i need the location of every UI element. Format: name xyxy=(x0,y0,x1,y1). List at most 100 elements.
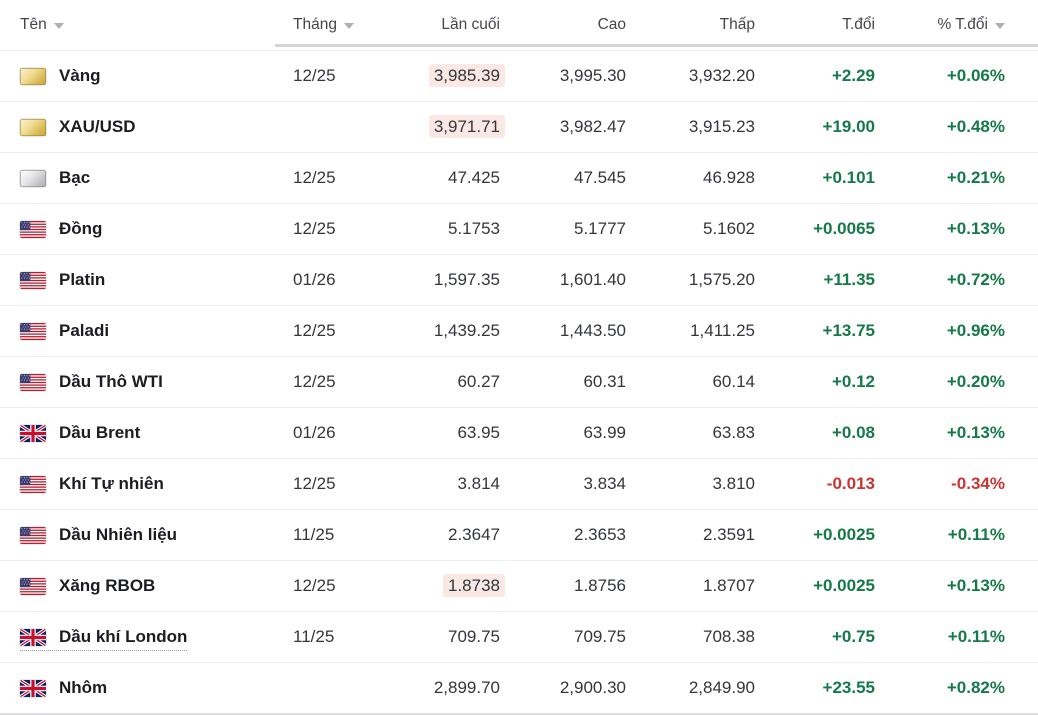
contract-month: 12/25 xyxy=(293,219,336,238)
last-price: 1,439.25 xyxy=(433,321,500,340)
high-price: 63.99 xyxy=(583,423,626,442)
contract-month: 12/25 xyxy=(293,168,336,187)
contract-month: 12/25 xyxy=(293,576,336,595)
table-row[interactable]: Dầu Nhiên liệu 11/25 2.3647 2.3653 2.359… xyxy=(0,509,1038,560)
table-header: Tên Tháng Lần cuối Cao Thấp T.đổi % T.đổ… xyxy=(0,0,1038,50)
column-header-low[interactable]: Thấp xyxy=(626,16,755,34)
table-row[interactable]: XAU/USD 3,971.71 3,982.47 3,915.23 +19.0… xyxy=(0,101,1038,152)
instrument-link[interactable]: Dầu Brent xyxy=(59,423,141,442)
contract-month: 12/25 xyxy=(293,66,336,85)
table-row[interactable]: Dầu Brent 01/26 63.95 63.99 63.83 +0.08 … xyxy=(0,407,1038,458)
us-flag-icon xyxy=(20,220,46,238)
change-value: +2.29 xyxy=(831,66,875,85)
uk-flag-icon xyxy=(20,628,46,646)
change-value: +0.101 xyxy=(822,168,875,187)
change-percent: +0.13% xyxy=(946,219,1005,238)
change-percent: +0.11% xyxy=(947,627,1005,646)
instrument-link[interactable]: Nhôm xyxy=(59,678,108,697)
instrument-name-cell: XAU/USD xyxy=(20,117,293,137)
sort-arrow-icon[interactable] xyxy=(995,23,1005,29)
table-row[interactable]: Xăng RBOB 12/25 1.8738 1.8756 1.8707 +0.… xyxy=(0,560,1038,611)
table-row[interactable]: Đồng 12/25 5.1753 5.1777 5.1602 +0.0065 … xyxy=(0,203,1038,254)
change-percent: +0.13% xyxy=(946,576,1005,595)
us-flag-icon xyxy=(20,322,46,340)
high-price: 1.8756 xyxy=(574,576,626,595)
high-price: 2.3653 xyxy=(574,525,626,544)
high-price: 2,900.30 xyxy=(559,678,626,697)
low-price: 2.3591 xyxy=(703,525,755,544)
instrument-name-cell: Đồng xyxy=(20,219,293,239)
instrument-link[interactable]: Đồng xyxy=(59,219,103,238)
column-header-month[interactable]: Tháng xyxy=(293,16,354,34)
change-percent: +0.13% xyxy=(946,423,1005,442)
change-value: +0.12 xyxy=(831,372,875,391)
instrument-name-cell: Vàng xyxy=(20,66,293,86)
change-value: +0.0065 xyxy=(813,219,875,238)
table-row[interactable]: Platin 01/26 1,597.35 1,601.40 1,575.20 … xyxy=(0,254,1038,305)
last-price: 3,985.39 xyxy=(345,64,505,87)
low-price: 1,411.25 xyxy=(690,321,755,340)
table-row[interactable]: Vàng 12/25 3,985.39 3,995.30 3,932.20 +2… xyxy=(0,50,1038,101)
instrument-link[interactable]: Platin xyxy=(59,270,106,289)
gold-bar-icon xyxy=(20,118,46,136)
contract-month: 12/25 xyxy=(293,474,336,493)
instrument-link[interactable]: XAU/USD xyxy=(59,117,136,136)
instrument-name-cell: Bạc xyxy=(20,168,293,188)
table-row[interactable]: Nhôm 2,899.70 2,900.30 2,849.90 +23.55 +… xyxy=(0,662,1038,713)
column-header-change-label: T.đổi xyxy=(842,16,875,33)
contract-month: 01/26 xyxy=(293,423,336,442)
change-percent: +0.96% xyxy=(946,321,1005,340)
change-value: +11.35 xyxy=(823,270,875,289)
table-row[interactable]: Paladi 12/25 1,439.25 1,443.50 1,411.25 … xyxy=(0,305,1038,356)
instrument-link[interactable]: Dầu khí London xyxy=(59,627,188,646)
last-price: 709.75 xyxy=(448,627,500,646)
column-header-change[interactable]: T.đổi xyxy=(755,16,875,34)
high-price: 3,995.30 xyxy=(559,66,626,85)
change-percent: +0.06% xyxy=(946,66,1005,85)
instrument-link[interactable]: Dầu Thô WTI xyxy=(59,372,163,391)
last-price: 1.8738 xyxy=(345,574,505,597)
high-price: 3,982.47 xyxy=(559,117,626,136)
last-price: 3.814 xyxy=(457,474,500,493)
instrument-link[interactable]: Dầu Nhiên liệu xyxy=(59,525,178,544)
low-price: 2,849.90 xyxy=(688,678,755,697)
gold-bar-icon xyxy=(20,67,46,85)
column-header-high[interactable]: Cao xyxy=(500,16,626,34)
column-header-last[interactable]: Lần cuối xyxy=(345,16,500,34)
high-price: 5.1777 xyxy=(574,219,626,238)
table-row[interactable]: Dầu khí London 11/25 709.75 709.75 708.3… xyxy=(0,611,1038,662)
table-row[interactable]: Bạc 12/25 47.425 47.545 46.928 +0.101 +0… xyxy=(0,152,1038,203)
column-header-change-percent-label: % T.đổi xyxy=(937,16,988,33)
last-price: 5.1753 xyxy=(448,219,500,238)
change-percent: +0.48% xyxy=(946,117,1005,136)
column-header-change-percent[interactable]: % T.đổi xyxy=(875,16,1005,34)
high-price: 47.545 xyxy=(574,168,626,187)
instrument-link[interactable]: Xăng RBOB xyxy=(59,576,156,595)
change-value: +23.55 xyxy=(822,678,875,697)
column-header-high-label: Cao xyxy=(597,16,626,33)
sort-arrow-icon[interactable] xyxy=(343,23,354,29)
low-price: 1,575.20 xyxy=(688,270,755,289)
instrument-link[interactable]: Vàng xyxy=(59,66,101,85)
change-value: -0.013 xyxy=(826,474,875,493)
uk-flag-icon xyxy=(20,424,46,442)
column-header-month-label: Tháng xyxy=(293,16,337,33)
instrument-link[interactable]: Paladi xyxy=(59,321,110,340)
change-value: +0.08 xyxy=(831,423,875,442)
instrument-name-cell: Nhôm xyxy=(20,678,293,698)
contract-month: 01/26 xyxy=(293,270,336,289)
contract-month: 11/25 xyxy=(293,525,335,544)
sort-arrow-icon[interactable] xyxy=(53,23,64,29)
instrument-link[interactable]: Khí Tự nhiên xyxy=(59,474,164,493)
instrument-link[interactable]: Bạc xyxy=(59,168,91,187)
table-row[interactable]: Khí Tự nhiên 12/25 3.814 3.834 3.810 -0.… xyxy=(0,458,1038,509)
high-price: 1,601.40 xyxy=(559,270,626,289)
column-header-name[interactable]: Tên xyxy=(20,16,293,34)
low-price: 63.83 xyxy=(712,423,755,442)
table-row[interactable]: Dầu Thô WTI 12/25 60.27 60.31 60.14 +0.1… xyxy=(0,356,1038,407)
instrument-name-cell: Khí Tự nhiên xyxy=(20,474,293,494)
instrument-name-cell: Dầu Nhiên liệu xyxy=(20,525,293,545)
low-price: 3.810 xyxy=(712,474,755,493)
instrument-name-cell: Platin xyxy=(20,270,293,290)
